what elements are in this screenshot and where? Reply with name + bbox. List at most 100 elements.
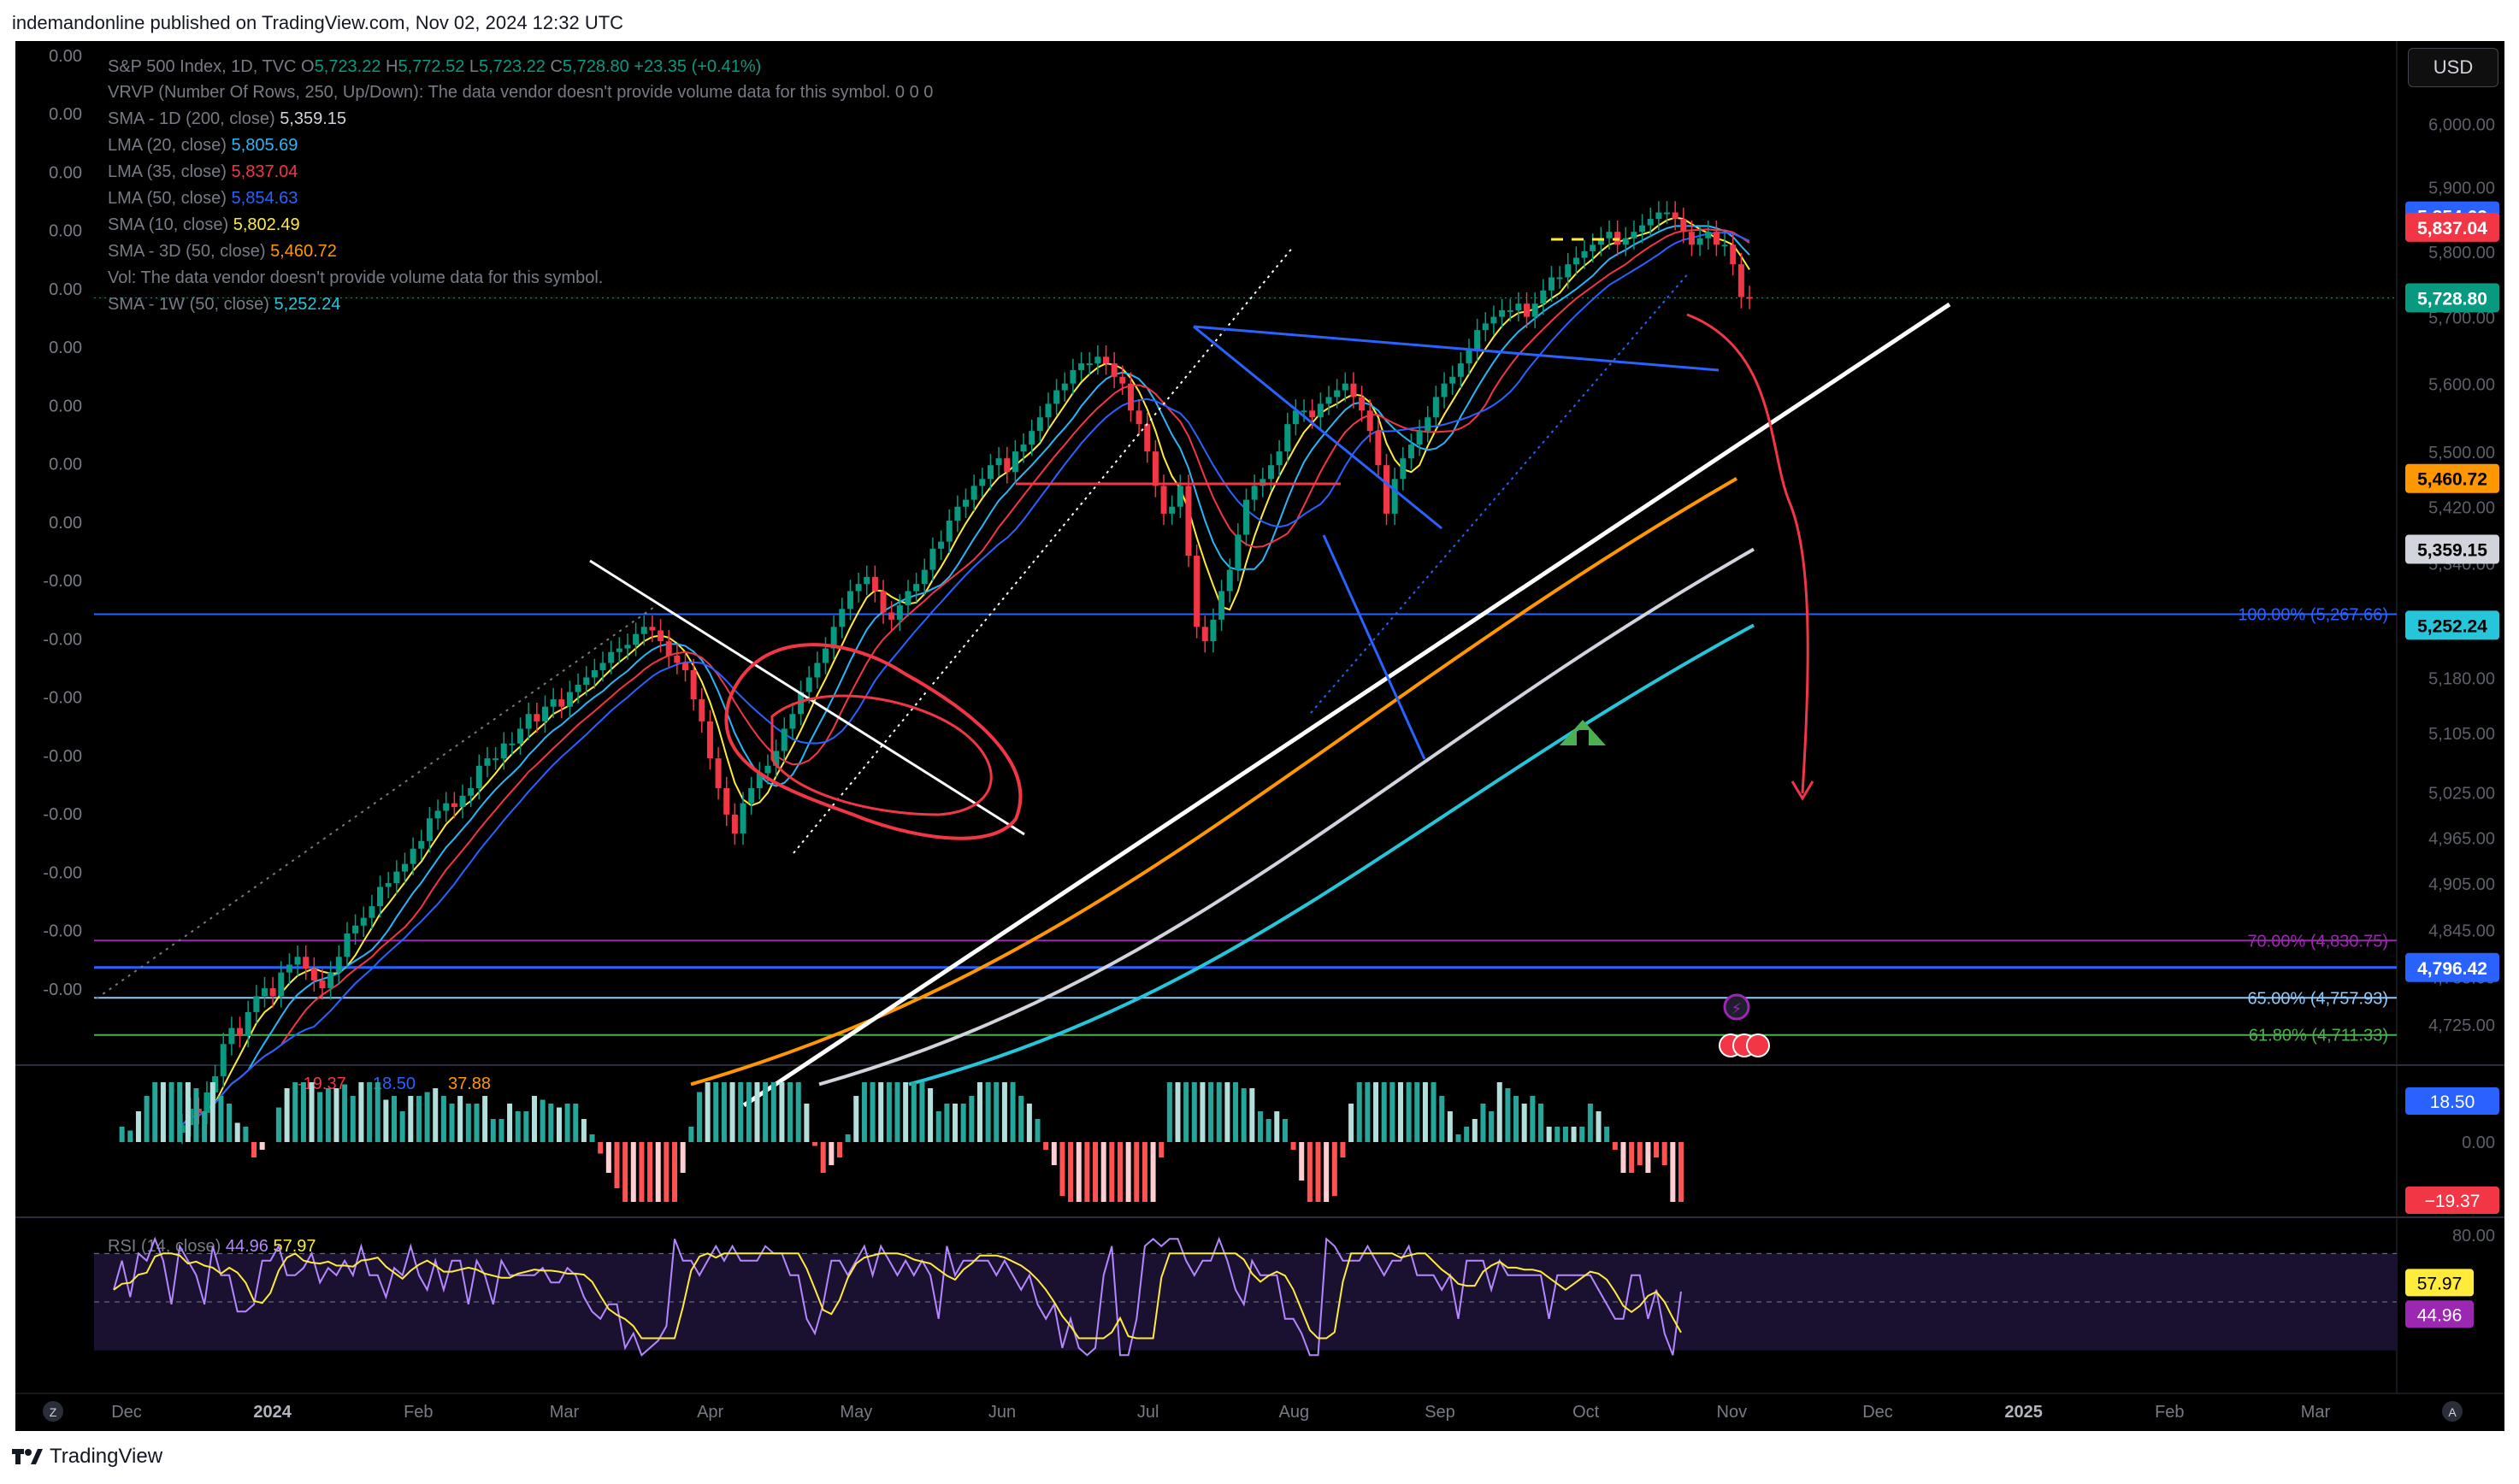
candle-body [245,1011,251,1036]
candle-body [426,818,433,841]
legend-line[interactable]: Vol: The data vendor doesn't provide vol… [108,268,603,287]
candle-body [468,788,475,796]
candle-body [1111,363,1118,377]
macd-histogram-bar [1439,1096,1445,1142]
rsi-legend[interactable]: RSI (14, close) 44.96 57.97 [108,1237,316,1256]
legend-line[interactable]: LMA (35, close) 5,837.04 [108,162,298,181]
macd-histogram-bar [474,1104,480,1142]
trendline-blue-top[interactable] [1193,325,1720,372]
candle-body [1490,316,1497,324]
rsi-pane[interactable]: RSI (14, close) 44.96 57.97 80.00 57.97 44.… [94,1227,2495,1357]
highlight-ellipse-outer[interactable] [724,643,1023,840]
dividend-event-icon[interactable] [1723,993,1750,1021]
candle-body [335,957,342,973]
legend-main[interactable]: S&P 500 Index, 1D, TVC O5,723.22 H5,772.… [108,57,761,76]
legend-line[interactable]: VRVP (Number Of Rows, 250, Up/Down): The… [108,83,933,102]
rsi-line[interactable] [113,1236,1682,1357]
candle-body [1086,363,1093,366]
trendline-dotted-grey[interactable] [96,604,658,999]
candle-body [566,692,573,707]
time-axis[interactable]: Dec 2024 Feb Mar Apr May Jun Jul Aug Sep Oct Nov Dec… [111,1403,2330,1422]
lma-50-line[interactable] [181,232,1750,1126]
candle-body [401,863,408,872]
macd-histogram-bar [433,1088,439,1142]
macd-histogram-bar [548,1104,554,1142]
macd-histogram-bar [1612,1142,1618,1150]
sma-10-line[interactable] [181,216,1750,1126]
candle-body [624,645,631,649]
candle-body [1185,486,1192,556]
left-axis-label: 0.00 [49,163,82,182]
candle-body [1210,619,1217,642]
trendline-white[interactable] [742,302,1951,1108]
flag-event-icon[interactable] [1746,1034,1770,1057]
macd-histogram-bar [1208,1082,1214,1142]
candle-body [896,605,903,620]
projection-curve-red[interactable] [1686,313,1809,794]
legend-line[interactable]: SMA - 3D (50, close) 5,460.72 [108,242,337,261]
currency-button[interactable]: USD [2408,48,2498,87]
legend-line[interactable]: LMA (20, close) 5,805.69 [108,136,298,155]
macd-histogram-bar [540,1099,546,1142]
chart-frame[interactable]: 6,000.00 5,900.00 5,800.00 5,700.00 5,600.00… [15,41,2504,1431]
macd-histogram-bar [490,1119,496,1142]
candle-body [1466,350,1472,364]
macd-histogram-bar [1166,1082,1172,1142]
candle-body [1136,410,1142,425]
candle-body [1284,424,1291,452]
macd-histogram-bar [243,1127,249,1142]
up-arrow-green[interactable] [1560,720,1606,745]
trendline-white-short[interactable] [589,559,1025,836]
macd-histogram-bar [763,1082,769,1142]
drawings[interactable] [96,238,1951,1108]
zoom-icon[interactable] [43,1401,63,1422]
price-badge [2405,283,2499,313]
time-tick-label: Aug [1279,1403,1310,1422]
candle-body [1267,465,1274,480]
candle-body [327,972,334,989]
candle-body [1572,257,1579,265]
legend[interactable]: S&P 500 Index, 1D, TVC O5,723.22 H5,772.… [108,57,933,314]
sma-1w-50-line[interactable] [908,623,1755,1086]
trendline-dotted-white[interactable] [793,245,1295,854]
macd-histogram-bar [1282,1119,1288,1142]
candle-body [839,609,846,627]
candle-body [929,548,936,570]
time-tick-label: Dec [1862,1403,1893,1422]
candle-body [1375,431,1382,466]
auto-scale-icon[interactable] [2442,1401,2463,1422]
price-tick-label: 5,600.00 [2428,376,2495,395]
macd-histogram-bar [1076,1142,1082,1202]
legend-line[interactable]: SMA - 1W (50, close) 5,252.24 [108,295,340,314]
trendline-blue-channel[interactable] [1193,325,1442,530]
macd-histogram-bar [392,1096,398,1142]
macd-histogram-bar [1117,1142,1123,1202]
legend-line[interactable]: SMA (10, close) 5,802.49 [108,215,300,234]
candle-body [1127,383,1134,411]
lma-20-line[interactable] [181,225,1750,1126]
macd-histogram-bar [515,1111,521,1142]
candle-body [253,996,260,1012]
highlight-ellipse-inner[interactable] [770,694,993,816]
trendline-blue-dotted[interactable] [1310,271,1690,714]
event-markers[interactable]: ⚡ [1719,993,1770,1057]
legend-line[interactable]: SMA - 1D (200, close) 5,359.15 [108,109,346,128]
candle-body [674,656,681,663]
trendline-blue-down[interactable] [1322,534,1426,760]
candles [179,201,1753,1145]
price-axis[interactable]: 6,000.00 5,900.00 5,800.00 5,700.00 5,600.00… [2405,115,2499,1035]
left-labels: 0.00 0.00 0.00 0.00 0.00 0.00 0.00 0.00 0.00 -0.0… [43,47,82,999]
sma-1d-200-line[interactable] [818,547,1755,1086]
macd-histogram-bar [696,1092,702,1142]
price-tick-label: 5,900.00 [2428,180,2495,198]
rsi-ma-line[interactable] [113,1252,1682,1340]
legend-line[interactable]: LMA (50, close) 5,854.63 [108,189,298,208]
chart-svg[interactable]: 6,000.00 5,900.00 5,800.00 5,700.00 5,600.00… [15,41,2504,1431]
candle-body [1696,238,1703,245]
macd-histogram-bar [919,1082,925,1142]
macd-histogram-bar [911,1082,917,1142]
macd-histogram-bar [812,1142,818,1146]
lma-35-line[interactable] [181,228,1750,1126]
macd-histogram-bar [672,1142,678,1202]
